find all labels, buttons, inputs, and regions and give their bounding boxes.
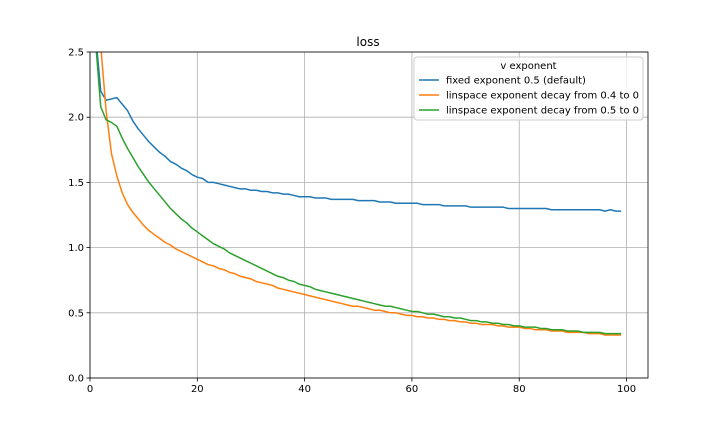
y-tick-label: 0.5 <box>68 308 84 319</box>
x-tick-label: 80 <box>513 384 526 395</box>
y-tick-label: 2.5 <box>68 48 84 59</box>
legend-box <box>413 56 644 121</box>
x-tick-label: 20 <box>191 384 204 395</box>
legend: v exponent fixed exponent 0.5 (default) l… <box>413 56 644 121</box>
chart-title: loss <box>356 35 379 49</box>
x-tick-label: 100 <box>617 384 636 395</box>
series-line-2 <box>100 52 622 336</box>
x-tick-label: 60 <box>406 384 419 395</box>
x-tick-label: 40 <box>298 384 311 395</box>
plot-frame <box>89 51 649 379</box>
axis-ticks: 0 20 40 60 80 100 0.0 0.5 1.0 1.5 2.0 2.5 <box>68 48 636 396</box>
y-tick-label: 2.0 <box>68 113 84 124</box>
series-line-1 <box>96 52 622 212</box>
y-tick-label: 0.0 <box>68 374 84 385</box>
legend-title: v exponent <box>500 61 556 72</box>
series-line-3 <box>95 52 622 335</box>
legend-label: fixed exponent 0.5 (default) <box>446 76 586 87</box>
series-lines <box>95 52 622 336</box>
y-tick-label: 1.5 <box>68 178 84 189</box>
x-tick-label: 0 <box>87 384 93 395</box>
legend-label: linspace exponent decay from 0.5 to 0 <box>446 106 639 117</box>
y-tick-label: 1.0 <box>68 243 84 254</box>
legend-label: linspace exponent decay from 0.4 to 0 <box>446 91 639 102</box>
